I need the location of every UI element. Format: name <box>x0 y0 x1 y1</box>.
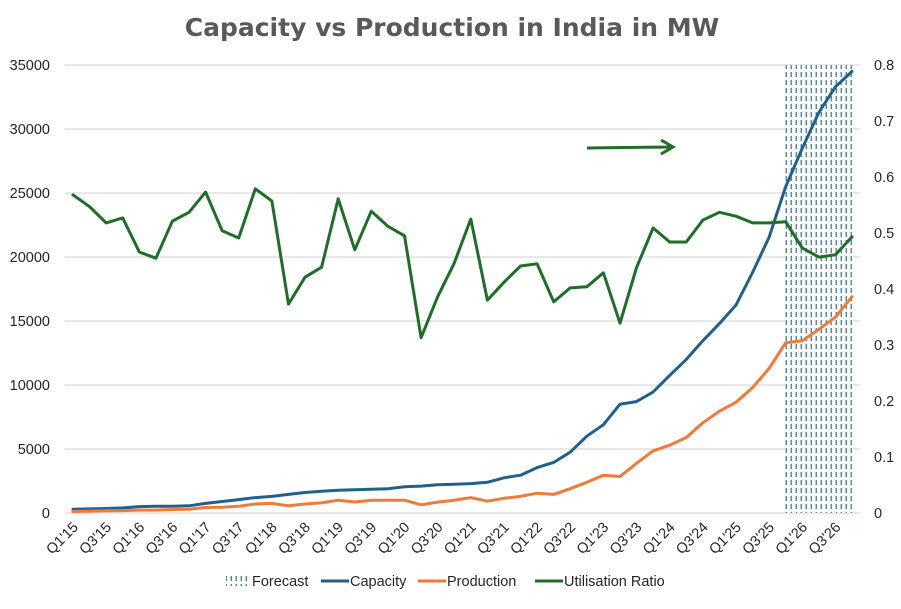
right-tick-label: 0.1 <box>874 450 894 466</box>
x-tick-label: Q1'26 <box>773 520 811 558</box>
left-tick-label: 35000 <box>10 58 50 74</box>
gridlines <box>65 64 860 514</box>
legend-label: Capacity <box>350 574 407 590</box>
legend-item-production: Production <box>418 574 516 590</box>
capacity-line <box>71 69 854 511</box>
right-tick-label: 0.3 <box>874 338 894 354</box>
right-tick-label: 0.2 <box>874 394 894 410</box>
x-tick-label: Q1'19 <box>309 520 347 558</box>
x-tick-label: Q3'26 <box>806 520 844 558</box>
arrow-head-icon <box>660 138 676 156</box>
left-tick-label: 20000 <box>10 250 50 266</box>
arrow-annotation <box>586 138 676 156</box>
right-tick-label: 0.4 <box>874 282 894 298</box>
x-tick-label: Q3'18 <box>276 520 314 558</box>
left-tick-label: 5000 <box>18 442 50 458</box>
legend-item-utilisation-ratio: Utilisation Ratio <box>535 574 665 590</box>
x-tick-label: Q1'16 <box>110 520 148 558</box>
arrow-shaft <box>586 145 673 150</box>
right-tick-label: 0.8 <box>874 58 894 74</box>
right-y-axis: 0 0.1 0.2 0.3 0.4 0.5 0.6 0.7 0.8 <box>874 58 894 522</box>
x-tick-label: Q1'21 <box>441 520 479 558</box>
left-tick-label: 30000 <box>10 122 50 138</box>
x-tick-label: Q3'21 <box>474 520 512 558</box>
forecast-band <box>784 65 853 513</box>
legend-item-capacity: Capacity <box>321 574 407 590</box>
x-tick-label: Q3'16 <box>143 520 181 558</box>
x-tick-label: Q1'22 <box>508 520 546 558</box>
annotations <box>586 138 676 156</box>
left-y-axis: 0 5000 10000 15000 20000 25000 30000 35000 <box>10 58 50 522</box>
utilisation-ratio-line <box>71 187 854 340</box>
right-tick-label: 0.5 <box>874 226 894 242</box>
legend-label: Production <box>447 574 516 590</box>
forecast-swatch-icon <box>226 575 250 586</box>
production-line <box>71 295 854 513</box>
x-tick-label: Q3'25 <box>740 520 778 558</box>
legend-item-forecast: Forecast <box>226 574 308 590</box>
right-tick-label: 0.6 <box>874 170 894 186</box>
x-tick-label: Q1'18 <box>242 520 280 558</box>
series-lines <box>71 69 854 513</box>
legend-label: Utilisation Ratio <box>564 574 665 590</box>
x-tick-label: Q1'15 <box>43 520 81 558</box>
x-tick-label: Q3'20 <box>408 520 446 558</box>
x-tick-label: Q3'17 <box>209 520 247 558</box>
left-tick-label: 0 <box>42 506 50 522</box>
x-axis: Q1'15Q3'15Q1'16Q3'16Q1'17Q3'17Q1'18Q3'18… <box>43 520 844 558</box>
forecast-region <box>784 65 853 513</box>
x-tick-label: Q3'24 <box>673 520 711 558</box>
left-tick-label: 15000 <box>10 314 50 330</box>
x-tick-label: Q1'17 <box>176 520 214 558</box>
left-tick-label: 25000 <box>10 186 50 202</box>
x-tick-label: Q3'23 <box>607 520 645 558</box>
left-tick-label: 10000 <box>10 378 50 394</box>
chart-title: Capacity vs Production in India in MW <box>185 13 719 42</box>
right-tick-label: 0 <box>874 506 882 522</box>
x-tick-label: Q3'15 <box>77 520 115 558</box>
legend: Forecast Capacity Production Utilisation Ra… <box>226 574 665 590</box>
x-tick-label: Q3'22 <box>541 520 579 558</box>
x-tick-label: Q1'24 <box>640 520 678 558</box>
x-tick-label: Q3'19 <box>342 520 380 558</box>
right-tick-label: 0.7 <box>874 114 894 130</box>
x-tick-label: Q1'23 <box>574 520 612 558</box>
legend-label: Forecast <box>252 574 308 590</box>
x-tick-label: Q1'20 <box>375 520 413 558</box>
x-tick-label: Q1'25 <box>706 520 744 558</box>
